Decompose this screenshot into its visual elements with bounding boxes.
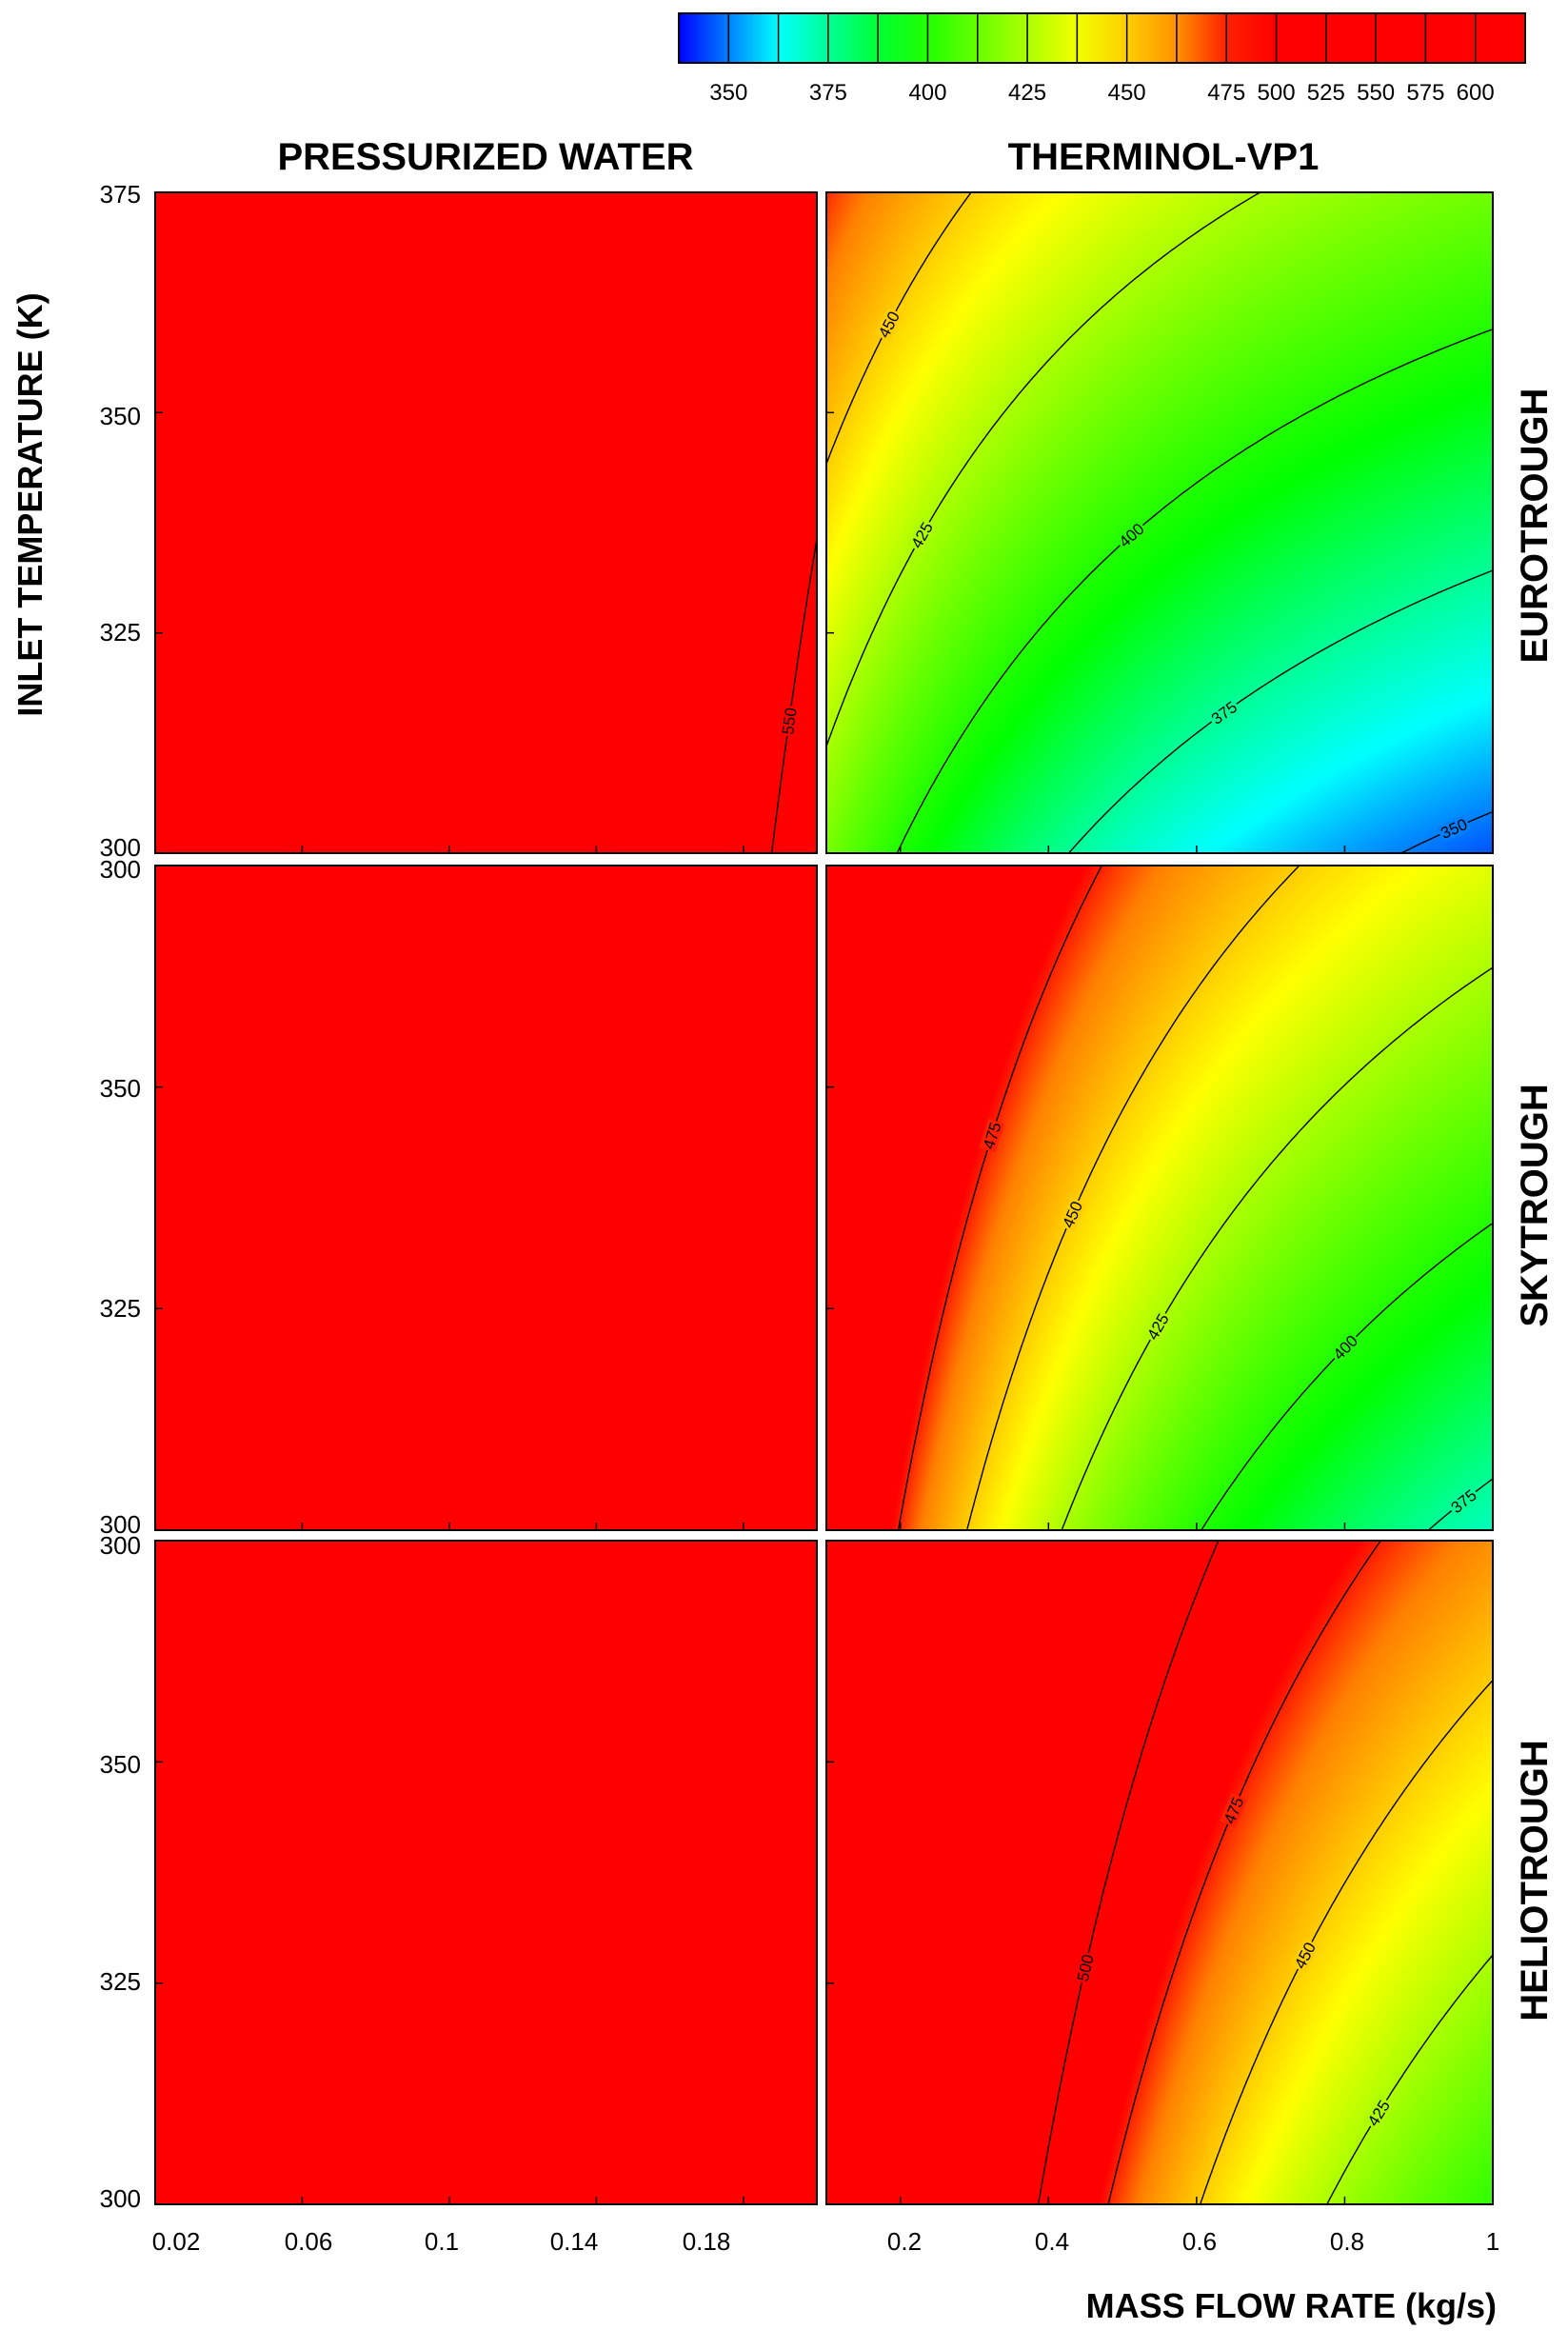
- row-label-eurotrough: EUROTROUGH: [1514, 388, 1556, 664]
- x-tick-label: 0.8: [1330, 2227, 1364, 2256]
- contour-line-450: [826, 192, 972, 467]
- contour-line-400: [1201, 1222, 1493, 1530]
- panel-frame: [825, 191, 1494, 854]
- colorbar-tick-label: 525: [1307, 80, 1345, 106]
- heatmap-field: [155, 866, 817, 1530]
- contour-label-text: 550: [779, 707, 801, 736]
- contour-label-bg: [1446, 1484, 1481, 1518]
- contour-line-475: [1107, 1541, 1381, 2204]
- contour-label-bg: [1220, 1792, 1248, 1828]
- row-label-heliotrough: HELIOTROUGH: [1514, 1740, 1556, 2021]
- panel-skytrough-pressurized-water: [154, 865, 818, 1531]
- contour-lines: [770, 534, 817, 853]
- contour-line-500: [1038, 1541, 1220, 2204]
- contour-line-450: [966, 866, 1300, 1530]
- colorbar-tick-label: 475: [1207, 80, 1245, 106]
- y-tick-label: 325: [100, 1294, 141, 1323]
- contour-label-bg: [979, 1118, 1005, 1153]
- x-tick-label: 0.14: [550, 2227, 599, 2256]
- y-tick-labels-row-1: 300 325 350 375: [100, 180, 141, 862]
- contour-label-bg: [1114, 518, 1149, 552]
- y-tick-labels-row-2: 300 325 350 300: [100, 855, 141, 1539]
- contour-label-bg: [1142, 1308, 1173, 1344]
- colorbar-tick-label: 450: [1108, 80, 1146, 106]
- x-tick-labels-right: 0.2 0.4 0.6 0.8 1: [887, 2227, 1499, 2256]
- colorbar-tick-label: 600: [1457, 80, 1495, 106]
- colorbar: 350 375 400 425 450 475 500 525 550 575 …: [678, 12, 1526, 106]
- y-tick-label: 300: [100, 2184, 141, 2213]
- y-tick-labels-row-3: 300 325 350 300: [100, 1531, 141, 2213]
- contour-label-bg: [874, 307, 903, 343]
- heatmap-field: [826, 192, 1493, 853]
- column-title-therminol-vp1: THERMINOL-VP1: [1008, 136, 1320, 178]
- x-tick-label: 0.4: [1035, 2227, 1069, 2256]
- y-tick-label: 300: [100, 855, 141, 884]
- column-title-pressurized-water: PRESSURIZED WATER: [277, 136, 693, 178]
- contour-label-bg: [1362, 2095, 1395, 2131]
- colorbar-tick-label: 375: [809, 80, 847, 106]
- y-tick-label: 350: [100, 402, 141, 430]
- panel-frame: [825, 1540, 1494, 2205]
- contour-label-bg: [778, 705, 801, 738]
- x-tick-labels-left: 0.02 0.06 0.1 0.14 0.18: [152, 2227, 731, 2256]
- colorbar-tick-label: 575: [1406, 80, 1444, 106]
- contour-line-475: [897, 866, 1103, 1530]
- heatmap-field: [826, 866, 1493, 1530]
- contour-label: 550: [778, 705, 801, 738]
- colorbar-tick-labels: 350 375 400 425 450 475 500 525 550 575 …: [709, 80, 1494, 106]
- contour-line-375: [1067, 569, 1493, 853]
- panel-frame: [154, 191, 818, 854]
- y-tick-label: 300: [100, 1510, 141, 1539]
- y-tick-label: 300: [100, 1531, 141, 1560]
- panel-frame: [154, 865, 818, 1531]
- contour-label-bg: [1290, 1938, 1320, 1973]
- y-tick-label: 350: [100, 1074, 141, 1103]
- row-label-skytrough: SKYTROUGH: [1514, 1084, 1556, 1327]
- contour-line-400: [896, 328, 1493, 853]
- contour-label-bg: [1206, 696, 1241, 729]
- y-axis-label: INLET TEMPERATURE (K): [10, 292, 50, 716]
- contour-label-bg: [906, 517, 937, 553]
- heatmap-field: [155, 1541, 817, 2204]
- contour-label-bg: [1073, 1951, 1098, 1985]
- x-axis-label: MASS FLOW RATE (kg/s): [1086, 2286, 1497, 2325]
- y-tick-label: 325: [100, 1967, 141, 1996]
- panel-heliotrough-pressurized-water: [154, 1540, 818, 2205]
- panel-frame: [825, 865, 1494, 1531]
- contour-label: 475: [1220, 1792, 1248, 1828]
- colorbar-tick-label: 500: [1258, 80, 1296, 106]
- colorbar-tick-label: 425: [1008, 80, 1046, 106]
- contour-line-425: [1061, 966, 1493, 1530]
- contour-label-bg: [1328, 1330, 1362, 1364]
- heatmap-field: [826, 1541, 1493, 2204]
- colorbar-tick-label: 550: [1357, 80, 1395, 106]
- y-tick-label: 375: [100, 180, 141, 209]
- x-tick-label: 1: [1486, 2227, 1499, 2256]
- contour-line-550: [770, 534, 817, 853]
- y-tick-label: 350: [100, 1750, 141, 1779]
- x-tick-label: 0.06: [285, 2227, 333, 2256]
- y-tick-label: 325: [100, 618, 141, 647]
- colorbar-separators: [727, 13, 1477, 63]
- colorbar-tick-label: 350: [709, 80, 747, 106]
- colorbar-tick-label: 400: [908, 80, 946, 106]
- heatmap-field: [155, 192, 817, 853]
- x-tick-label: 0.2: [887, 2227, 922, 2256]
- contour-label-bg: [1058, 1197, 1086, 1232]
- contour-label-bg: [1436, 814, 1472, 843]
- panel-frame: [154, 1540, 818, 2205]
- x-tick-label: 0.18: [683, 2227, 731, 2256]
- x-tick-label: 0.1: [425, 2227, 459, 2256]
- panel-eurotrough-pressurized-water: 550: [154, 191, 818, 854]
- x-tick-label: 0.6: [1182, 2227, 1217, 2256]
- contour-line-450: [1200, 1679, 1493, 2204]
- colorbar-fill: [678, 12, 1526, 64]
- panels: 550 3503754004254503754004254504754254504…: [154, 191, 1494, 2205]
- x-tick-label: 0.02: [152, 2227, 201, 2256]
- y-tick-label: 300: [100, 833, 141, 862]
